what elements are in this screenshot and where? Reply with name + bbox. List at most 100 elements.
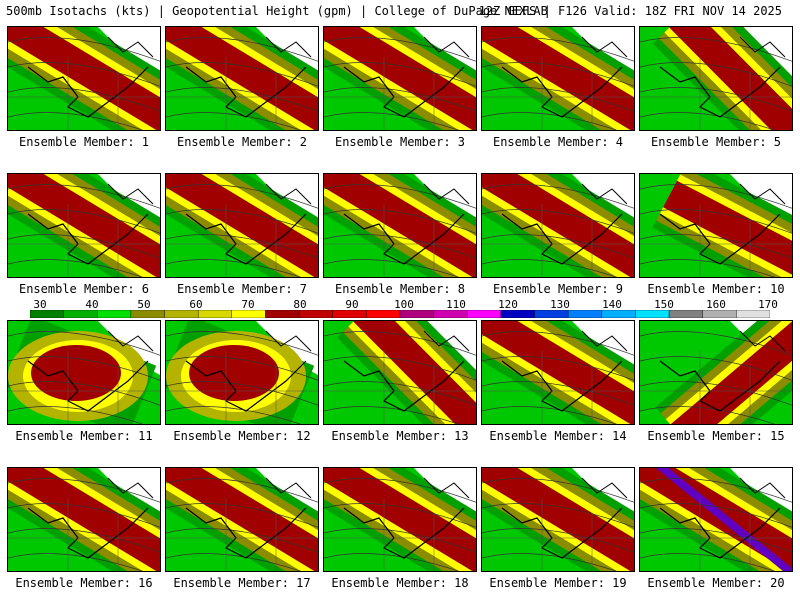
isotach-map [482,468,634,571]
legend-swatch [601,310,636,318]
ensemble-map-1 [7,26,161,131]
map-title: 500mb Isotachs (kts) | Geopotential Heig… [6,4,548,18]
ensemble-map-9 [481,173,635,278]
legend-tick-label: 110 [446,298,466,311]
legend-tick-label: 40 [85,298,99,311]
ensemble-map-15 [639,320,793,425]
isotach-map [8,27,160,130]
isotach-map [324,174,476,277]
ensemble-map-4 [481,26,635,131]
ensemble-map-19 [481,467,635,572]
member-label: Ensemble Member: 19 [489,576,627,590]
isotach-map [166,174,318,277]
ensemble-map-5 [639,26,793,131]
legend-swatch [197,310,233,318]
legend-tick-label: 160 [706,298,726,311]
member-label: Ensemble Member: 12 [173,429,311,443]
legend-swatch [332,310,367,318]
legend-swatch [130,310,165,318]
member-label: Ensemble Member: 13 [331,429,469,443]
legend-tick-label: 70 [241,298,255,311]
legend-swatch [500,310,535,318]
legend-swatch [30,310,64,318]
isotach-map [482,174,634,277]
legend-tick-label: 120 [498,298,518,311]
ensemble-map-11 [7,320,161,425]
member-label: Ensemble Member: 18 [331,576,469,590]
legend-tick-label: 130 [550,298,570,311]
member-label: Ensemble Member: 3 [334,135,466,149]
isotach-map [166,321,318,424]
color-legend: 30 40 50 60 70 80 90 100 110 120 130 140 150 160 170 [30,298,778,319]
ensemble-map-17 [165,467,319,572]
isotach-map [8,468,160,571]
ensemble-map-8 [323,173,477,278]
member-label: Ensemble Member: 9 [492,282,624,296]
legend-swatch [164,310,199,318]
isotach-map [640,321,792,424]
member-label: Ensemble Member: 6 [18,282,150,296]
member-label: Ensemble Member: 4 [492,135,624,149]
legend-swatch [702,310,737,318]
member-label: Ensemble Member: 5 [650,135,782,149]
legend-swatch [467,310,502,318]
legend-swatch [534,310,569,318]
legend-swatch [265,310,300,318]
legend-swatch [298,310,333,318]
isotach-map [640,174,792,277]
member-label: Ensemble Member: 11 [15,429,153,443]
ensemble-map-2 [165,26,319,131]
isotach-map [8,174,160,277]
isotach-map [482,27,634,130]
ensemble-map-16 [7,467,161,572]
member-label: Ensemble Member: 10 [647,282,785,296]
legend-swatch [366,310,401,318]
legend-tick-label: 150 [654,298,674,311]
legend-swatch [97,310,132,318]
legend-tick-label: 90 [345,298,359,311]
isotach-map [324,321,476,424]
isotach-map [166,468,318,571]
member-label: Ensemble Member: 15 [647,429,785,443]
legend-swatch [668,310,703,318]
isotach-map [640,27,792,130]
member-label: Ensemble Member: 14 [489,429,627,443]
member-label: Ensemble Member: 7 [176,282,308,296]
member-label: Ensemble Member: 16 [15,576,153,590]
color-bar [30,310,770,318]
legend-swatch [736,310,770,318]
isotach-map [324,27,476,130]
legend-tick-label: 60 [189,298,203,311]
isotach-map [324,468,476,571]
legend-swatch [635,310,670,318]
isotach-map [482,321,634,424]
isotach-map [8,321,160,424]
legend-tick-label: 30 [33,298,47,311]
ensemble-map-20 [639,467,793,572]
legend-swatch [567,310,603,318]
ensemble-map-13 [323,320,477,425]
ensemble-map-14 [481,320,635,425]
member-label: Ensemble Member: 2 [176,135,308,149]
ensemble-map-6 [7,173,161,278]
isotach-map [166,27,318,130]
ensemble-map-7 [165,173,319,278]
legend-swatch [231,310,266,318]
ensemble-map-10 [639,173,793,278]
valid-time: 12Z GEFS | F126 Valid: 18Z FRI NOV 14 20… [478,4,782,18]
member-label: Ensemble Member: 1 [18,135,150,149]
isotach-map [640,468,792,571]
member-label: Ensemble Member: 20 [647,576,785,590]
ensemble-map-18 [323,467,477,572]
legend-swatch [63,310,98,318]
member-label: Ensemble Member: 8 [334,282,466,296]
ensemble-map-3 [323,26,477,131]
member-label: Ensemble Member: 17 [173,576,311,590]
legend-tick-label: 80 [293,298,307,311]
legend-tick-label: 100 [394,298,414,311]
legend-tick-label: 170 [758,298,778,311]
ensemble-map-12 [165,320,319,425]
legend-swatch [399,310,434,318]
legend-swatch [433,310,468,318]
legend-tick-label: 50 [137,298,151,311]
